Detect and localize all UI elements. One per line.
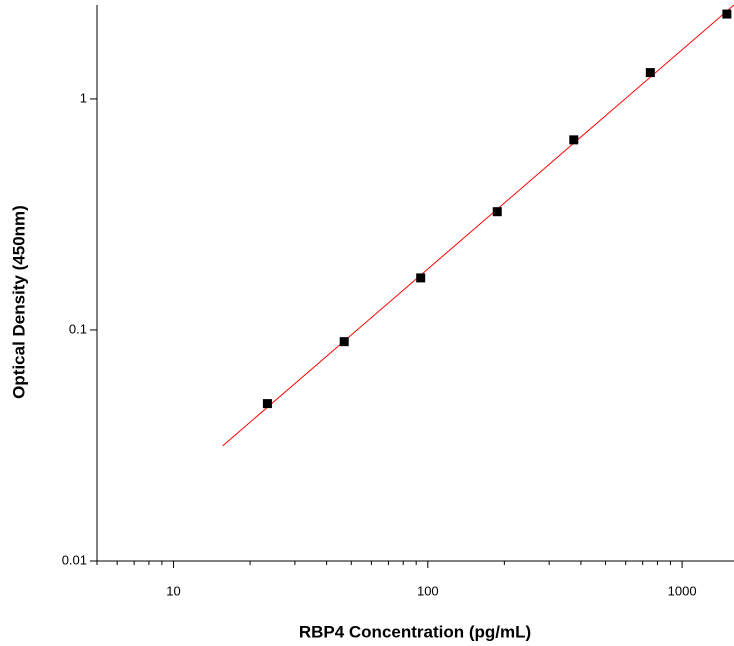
x-tick-label: 10	[166, 583, 180, 598]
x-tick-label: 1000	[668, 583, 697, 598]
marker	[492, 207, 502, 217]
x-axis-title: RBP4 Concentration (pg/mL)	[299, 622, 531, 641]
marker	[416, 273, 426, 283]
marker	[645, 68, 655, 78]
marker	[569, 135, 579, 145]
y-tick-label: 1	[80, 90, 87, 105]
y-axis-title: Optical Density (450nm)	[9, 205, 28, 399]
y-tick-label: 0.1	[69, 321, 87, 336]
x-tick-label: 100	[417, 583, 439, 598]
fit-line	[222, 4, 734, 447]
marker	[722, 9, 732, 19]
marker	[262, 399, 272, 409]
marker	[339, 337, 349, 347]
y-tick-label: 0.01	[62, 552, 87, 567]
